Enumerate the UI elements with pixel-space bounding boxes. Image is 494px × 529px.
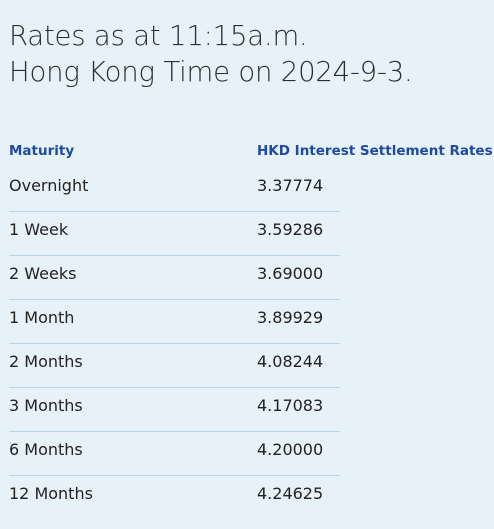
maturity-cell: 3 Months [9, 396, 83, 415]
rate-cell: 3.89929 [257, 308, 324, 327]
table-row: 1 Week 3.59286 [9, 212, 340, 256]
table-row: 2 Weeks 3.69000 [9, 256, 340, 300]
table-row: 3 Months 4.17083 [9, 388, 340, 432]
title-line-2: Hong Kong Time on 2024-9-3. [9, 56, 413, 88]
table-body: Overnight 3.37774 1 Week 3.59286 2 Weeks… [9, 168, 494, 519]
rate-cell: 3.59286 [257, 220, 324, 239]
rate-cell: 3.37774 [257, 176, 324, 195]
table-row: 1 Month 3.89929 [9, 300, 340, 344]
rate-cell: 4.20000 [257, 440, 324, 459]
maturity-cell: Overnight [9, 176, 89, 195]
rate-cell: 4.17083 [257, 396, 324, 415]
table-row: Overnight 3.37774 [9, 168, 340, 212]
table-header-row: Maturity HKD Interest Settlement Rates [9, 138, 494, 168]
table-row: 2 Months 4.08244 [9, 344, 340, 388]
rate-cell: 4.24625 [257, 484, 324, 503]
column-header-maturity: Maturity [9, 143, 75, 159]
maturity-cell: 1 Week [9, 220, 69, 239]
title-line-1: Rates as at 11:15a.m. [9, 20, 308, 52]
maturity-cell: 6 Months [9, 440, 83, 459]
rates-table: Maturity HKD Interest Settlement Rates O… [9, 138, 494, 519]
rate-cell: 4.08244 [257, 352, 324, 371]
maturity-cell: 1 Month [9, 308, 75, 327]
maturity-cell: 2 Weeks [9, 264, 77, 283]
rate-cell: 3.69000 [257, 264, 324, 283]
column-header-rate: HKD Interest Settlement Rates [257, 143, 493, 159]
maturity-cell: 2 Months [9, 352, 83, 371]
table-row: 6 Months 4.20000 [9, 432, 340, 476]
maturity-cell: 12 Months [9, 484, 93, 503]
page-title: Rates as at 11:15a.m. Hong Kong Time on … [9, 18, 413, 90]
table-row: 12 Months 4.24625 [9, 476, 340, 519]
